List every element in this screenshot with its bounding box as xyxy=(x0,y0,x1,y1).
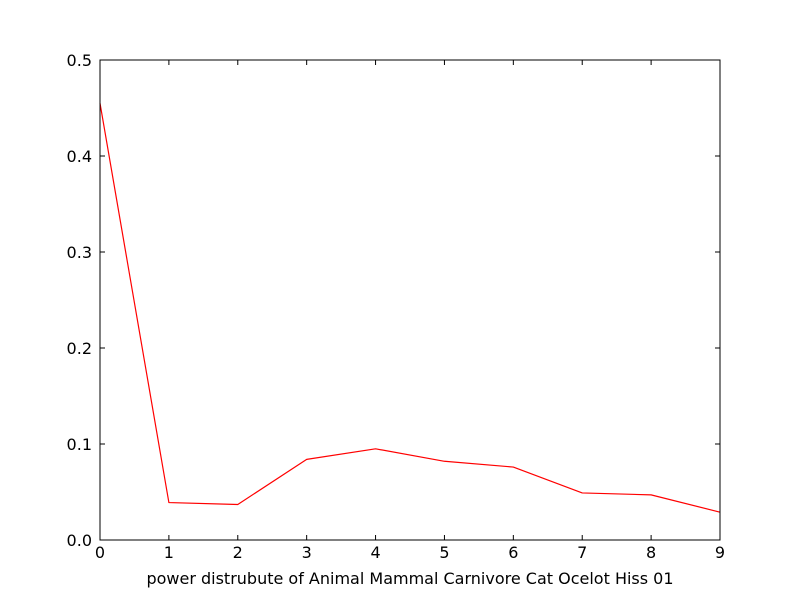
series-layer xyxy=(99,103,721,513)
x-tick-label: 2 xyxy=(233,543,243,562)
y-tick-label: 0.1 xyxy=(67,435,92,454)
x-tick-label: 0 xyxy=(95,543,105,562)
plot-area xyxy=(100,60,720,540)
x-tick-label: 6 xyxy=(508,543,518,562)
axes-frame xyxy=(99,59,721,541)
ticks-layer: 0 1 2 3 4 5 6 7 8 9 0.0 0.1 0.2 0.3 0.4 0.5 xyxy=(67,51,726,562)
x-axis-label: power distrubute of Animal Mammal Carniv… xyxy=(146,569,673,588)
y-tick-label: 0.4 xyxy=(67,147,92,166)
x-tick-label: 9 xyxy=(715,543,725,562)
y-tick-label: 0.3 xyxy=(67,243,92,262)
x-tick-label: 1 xyxy=(164,543,174,562)
y-tick-label: 0.0 xyxy=(67,531,92,550)
x-tick-label: 3 xyxy=(302,543,312,562)
x-tick-label: 5 xyxy=(439,543,449,562)
axes-layer xyxy=(99,59,721,541)
x-tick-label: 7 xyxy=(577,543,587,562)
series-line-0 xyxy=(99,103,721,513)
plot-background xyxy=(100,60,720,540)
y-tick-label: 0.5 xyxy=(67,51,92,70)
x-tick-label: 8 xyxy=(646,543,656,562)
x-tick-label: 4 xyxy=(370,543,380,562)
y-tick-label: 0.2 xyxy=(67,339,92,358)
